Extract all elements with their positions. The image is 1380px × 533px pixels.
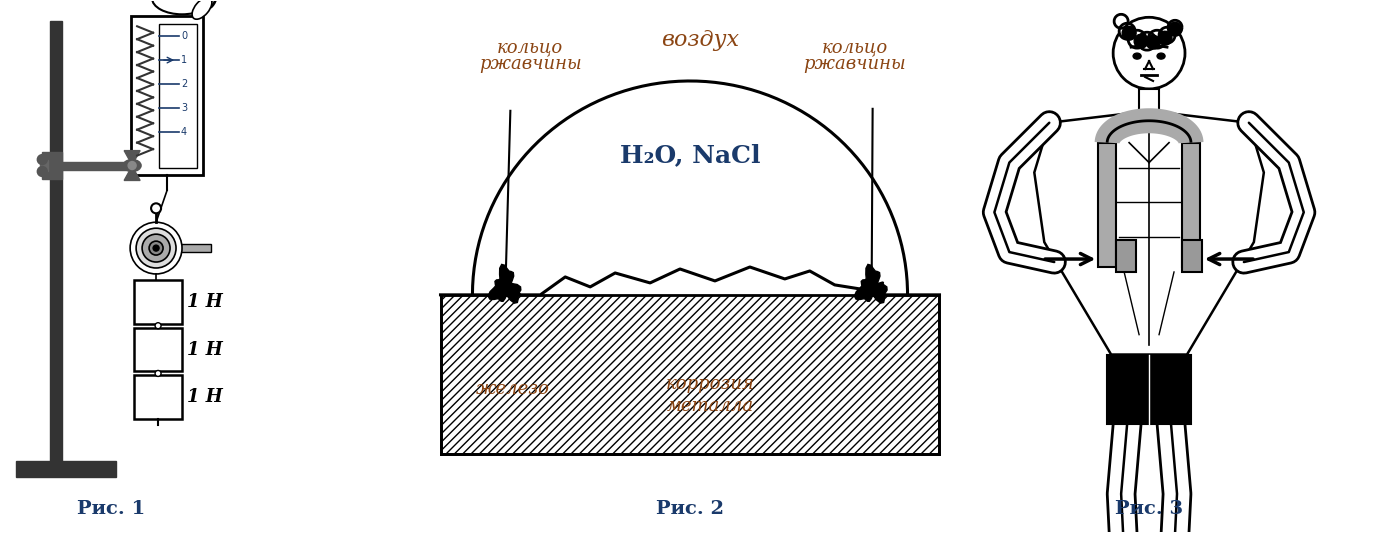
Polygon shape bbox=[1147, 35, 1161, 49]
Bar bbox=[134, 375, 182, 419]
Text: 1 Н: 1 Н bbox=[188, 341, 222, 359]
Text: кольцо: кольцо bbox=[497, 38, 563, 56]
Circle shape bbox=[1161, 28, 1174, 42]
Bar bbox=[1098, 143, 1116, 267]
Polygon shape bbox=[124, 172, 141, 181]
Polygon shape bbox=[1167, 22, 1183, 36]
Circle shape bbox=[137, 228, 177, 268]
Text: ржавчины: ржавчины bbox=[803, 55, 907, 73]
Polygon shape bbox=[124, 151, 141, 159]
Text: 1: 1 bbox=[181, 55, 188, 65]
Bar bbox=[131, 17, 203, 175]
Bar bbox=[156, 244, 211, 252]
Bar bbox=[17, 461, 116, 477]
Polygon shape bbox=[1134, 34, 1148, 48]
Circle shape bbox=[153, 245, 159, 251]
Text: Рис. 1: Рис. 1 bbox=[77, 500, 145, 518]
Bar bbox=[43, 151, 62, 180]
Text: 4: 4 bbox=[181, 127, 188, 136]
Bar bbox=[159, 25, 197, 167]
Circle shape bbox=[149, 241, 163, 255]
Polygon shape bbox=[1034, 113, 1264, 354]
Polygon shape bbox=[1122, 26, 1136, 40]
Polygon shape bbox=[440, 255, 940, 295]
Circle shape bbox=[150, 203, 161, 213]
Text: металла: металла bbox=[667, 397, 753, 415]
Circle shape bbox=[155, 370, 161, 376]
Text: 1 Н: 1 Н bbox=[188, 293, 222, 311]
Polygon shape bbox=[489, 264, 520, 303]
Bar bbox=[1138, 89, 1159, 113]
Text: ржавчины: ржавчины bbox=[479, 55, 581, 73]
Text: 3: 3 bbox=[181, 103, 188, 113]
Circle shape bbox=[1150, 31, 1165, 47]
Circle shape bbox=[130, 222, 182, 274]
Circle shape bbox=[142, 234, 170, 262]
Text: коррозия: коррозия bbox=[665, 375, 755, 393]
Text: Рис. 3: Рис. 3 bbox=[1115, 500, 1183, 518]
Text: железо: железо bbox=[476, 381, 549, 398]
Bar bbox=[1183, 240, 1202, 272]
Ellipse shape bbox=[1156, 53, 1165, 59]
Ellipse shape bbox=[152, 0, 213, 14]
Text: H₂O, NaCl: H₂O, NaCl bbox=[620, 143, 760, 167]
Bar bbox=[134, 280, 182, 324]
Bar bbox=[62, 161, 132, 169]
Bar bbox=[1116, 240, 1136, 272]
Bar bbox=[134, 328, 182, 372]
Bar bbox=[440, 295, 940, 454]
Text: воздух: воздух bbox=[661, 29, 738, 51]
Text: 0: 0 bbox=[181, 31, 188, 41]
Bar bbox=[50, 21, 62, 469]
Bar bbox=[1107, 354, 1191, 424]
Text: кольцо: кольцо bbox=[821, 38, 887, 56]
Circle shape bbox=[128, 161, 137, 169]
Circle shape bbox=[37, 155, 47, 165]
Circle shape bbox=[1138, 33, 1155, 49]
Circle shape bbox=[37, 166, 47, 176]
Circle shape bbox=[1114, 17, 1185, 89]
Bar bbox=[1183, 143, 1201, 267]
Ellipse shape bbox=[192, 0, 213, 19]
Text: 2: 2 bbox=[181, 79, 188, 89]
Ellipse shape bbox=[123, 159, 141, 172]
Bar bbox=[40, 159, 48, 172]
Text: 1 Н: 1 Н bbox=[188, 389, 222, 406]
Polygon shape bbox=[854, 264, 887, 303]
Circle shape bbox=[1129, 31, 1145, 47]
Ellipse shape bbox=[1133, 53, 1141, 59]
Polygon shape bbox=[1158, 31, 1172, 45]
Circle shape bbox=[1121, 25, 1134, 38]
Circle shape bbox=[1169, 21, 1181, 33]
Circle shape bbox=[1115, 15, 1127, 27]
Circle shape bbox=[155, 322, 161, 329]
Text: Рис. 2: Рис. 2 bbox=[656, 500, 724, 518]
